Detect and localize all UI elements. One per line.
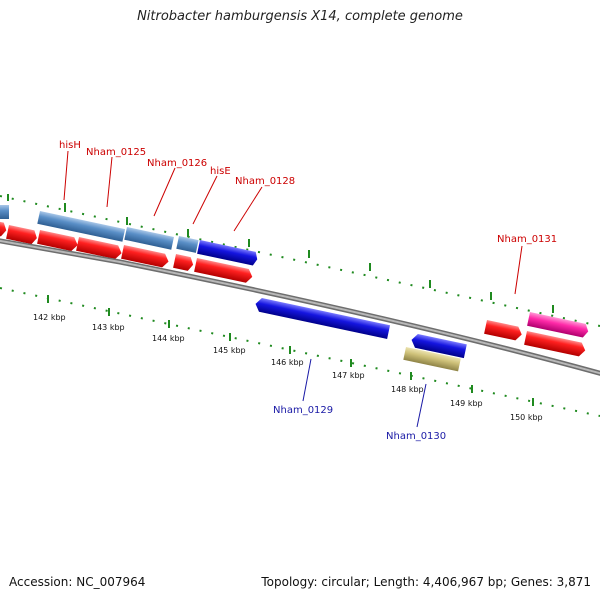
tick-label: 142 kbp xyxy=(33,313,66,322)
gene-label[interactable]: Nham_0129 xyxy=(273,405,333,416)
cds-arrow xyxy=(173,254,194,271)
gene-hisH[interactable] xyxy=(37,211,126,242)
kbp-tick-labels: 142 kbp 143 kbp 144 kbp 145 kbp 146 kbp … xyxy=(33,313,543,422)
upper-leader-lines xyxy=(63,150,523,295)
cds-arrow xyxy=(484,320,522,341)
lower-leader-lines xyxy=(302,358,427,428)
top-strand-cds xyxy=(0,221,586,357)
tick-label: 149 kbp xyxy=(450,399,483,408)
tick-label: 143 kbp xyxy=(92,323,125,332)
tick-label: 145 kbp xyxy=(213,346,246,355)
tick-label: 147 kbp xyxy=(332,371,365,380)
tick-label: 144 kbp xyxy=(152,334,185,343)
gene-label[interactable]: hisH xyxy=(59,140,81,151)
lower-major-ticks xyxy=(47,295,534,406)
map-title: Nitrobacter hamburgensis X14, complete g… xyxy=(137,9,463,24)
gene-label[interactable]: Nham_0125 xyxy=(86,147,146,158)
top-strand-genes xyxy=(0,205,590,338)
gene-label[interactable]: Nham_0131 xyxy=(497,234,557,245)
tick-label: 146 kbp xyxy=(271,358,304,367)
gene-name-labels: hisH Nham_0125 Nham_0126 hisE Nham_0128 … xyxy=(59,140,557,442)
cds-arrow xyxy=(121,245,169,268)
upper-major-ticks xyxy=(7,194,554,313)
cds-arrow xyxy=(0,221,7,237)
gene-nham-0131[interactable] xyxy=(527,312,590,338)
gene-nham-0130-cds[interactable] xyxy=(410,333,467,359)
cds-arrow xyxy=(6,225,37,245)
gene-hise[interactable] xyxy=(176,236,199,253)
genome-backbone xyxy=(0,238,600,376)
bottom-strand-genes xyxy=(254,297,467,372)
gene-nham-0130[interactable] xyxy=(403,347,461,372)
cds-arrow xyxy=(76,237,122,260)
gene-label[interactable]: hisE xyxy=(210,166,231,177)
gene-label[interactable]: Nham_0130 xyxy=(386,431,446,442)
genome-summary-text: Topology: circular; Length: 4,406,967 bp… xyxy=(261,575,591,589)
gene-nham-0126[interactable] xyxy=(124,227,174,250)
tick-label: 148 kbp xyxy=(391,385,424,394)
gene-label[interactable]: Nham_0126 xyxy=(147,158,207,169)
gene-label[interactable]: Nham_0128 xyxy=(235,176,295,187)
gene-block-left-edge xyxy=(0,205,9,219)
tick-label: 150 kbp xyxy=(510,413,543,422)
accession-text: Accession: NC_007964 xyxy=(9,575,146,589)
gene-nham-0128[interactable] xyxy=(197,240,259,266)
cds-arrow xyxy=(524,331,586,357)
gene-nham-0129[interactable] xyxy=(254,297,391,339)
cds-arrow xyxy=(37,230,78,251)
cds-arrow xyxy=(194,258,253,283)
